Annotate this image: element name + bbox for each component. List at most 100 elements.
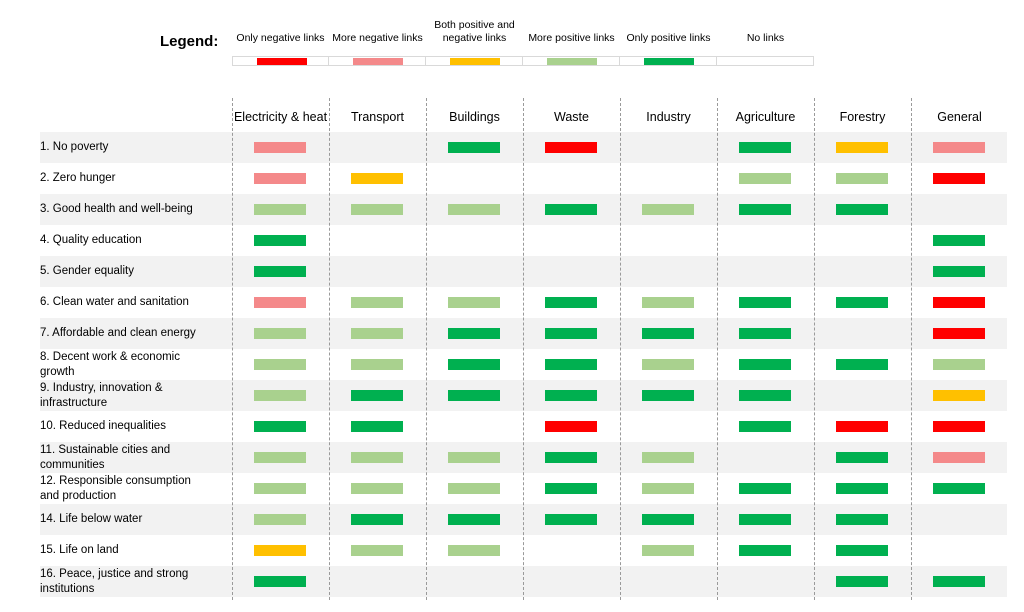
legend-swatch	[353, 58, 403, 65]
column-header: Industry	[646, 110, 691, 124]
legend-swatch-frame	[426, 56, 523, 66]
link-bar-pos	[642, 328, 694, 339]
link-bar-pos	[351, 390, 403, 401]
column-separator	[329, 98, 330, 600]
link-bar-morepos	[254, 514, 306, 525]
link-bar-pos	[642, 390, 694, 401]
link-bar-morepos	[351, 359, 403, 370]
legend-swatch-frame	[717, 56, 814, 66]
column-separator	[620, 98, 621, 600]
row-label-text: 1. No poverty	[40, 141, 109, 153]
legend-item: Only negative links	[232, 16, 329, 66]
legend-swatch-frame	[232, 56, 329, 66]
legend-swatch	[450, 58, 500, 65]
column-header: General	[937, 110, 982, 124]
link-bar-pos	[545, 390, 597, 401]
link-bar-pos	[739, 359, 791, 370]
link-bar-morepos	[351, 204, 403, 215]
link-bar-pos	[836, 483, 888, 494]
link-bar-morepos	[351, 297, 403, 308]
legend-swatch-frame	[620, 56, 717, 66]
link-bar-moreneg	[933, 452, 985, 463]
row-label: 8. Decent work & economic growth	[40, 349, 230, 380]
legend-title: Legend:	[160, 33, 219, 50]
link-bar-morepos	[351, 545, 403, 556]
link-bar-morepos	[351, 452, 403, 463]
row-label-text: 4. Quality education	[40, 234, 142, 246]
legend-item: More negative links	[329, 16, 426, 66]
column-header: Forestry	[839, 110, 886, 124]
link-bar-neg	[933, 173, 985, 184]
link-bar-morepos	[254, 452, 306, 463]
link-bar-pos	[933, 235, 985, 246]
link-bar-morepos	[448, 545, 500, 556]
row-label: 14. Life below water	[40, 504, 230, 535]
row-label: 2. Zero hunger	[40, 163, 230, 194]
link-bar-pos	[545, 514, 597, 525]
row-label-text: 9. Industry, innovation & infrastructure	[40, 381, 163, 409]
link-bar-pos	[836, 297, 888, 308]
link-bar-morepos	[351, 483, 403, 494]
link-bar-neg	[933, 328, 985, 339]
link-bar-pos	[836, 204, 888, 215]
link-bar-morepos	[254, 483, 306, 494]
row-label: 5. Gender equality	[40, 256, 230, 287]
legend-label: Both positive and negative links	[434, 19, 515, 44]
link-bar-neg	[836, 421, 888, 432]
link-bar-morepos	[448, 452, 500, 463]
legend-item: Both positive and negative links	[426, 16, 523, 66]
row-label: 12. Responsible consumption and producti…	[40, 473, 230, 504]
link-bar-pos	[739, 328, 791, 339]
link-bar-pos	[739, 421, 791, 432]
link-bar-morepos	[351, 328, 403, 339]
link-bar-morepos	[739, 173, 791, 184]
link-bar-pos	[545, 328, 597, 339]
link-bar-pos	[739, 483, 791, 494]
link-bar-both	[351, 173, 403, 184]
row-label-text: 3. Good health and well-being	[40, 203, 193, 215]
link-bar-morepos	[642, 359, 694, 370]
link-bar-morepos	[254, 390, 306, 401]
link-bar-pos	[448, 142, 500, 153]
link-bar-morepos	[254, 328, 306, 339]
row-label: 6. Clean water and sanitation	[40, 287, 230, 318]
link-bar-pos	[836, 576, 888, 587]
row-label: 7. Affordable and clean energy	[40, 318, 230, 349]
row-label: 9. Industry, innovation & infrastructure	[40, 380, 230, 411]
link-bar-pos	[836, 514, 888, 525]
legend-item: More positive links	[523, 16, 620, 66]
link-bar-pos	[545, 452, 597, 463]
link-bar-pos	[448, 359, 500, 370]
row-label-text: 11. Sustainable cities and communities	[40, 443, 171, 471]
legend-label: More negative links	[332, 32, 423, 44]
link-bar-moreneg	[254, 142, 306, 153]
link-bar-morepos	[642, 297, 694, 308]
link-bar-pos	[545, 297, 597, 308]
link-bar-morepos	[836, 173, 888, 184]
link-bar-pos	[836, 452, 888, 463]
link-bar-morepos	[642, 452, 694, 463]
link-bar-pos	[739, 297, 791, 308]
link-bar-pos	[545, 483, 597, 494]
link-bar-pos	[933, 576, 985, 587]
link-bar-pos	[448, 514, 500, 525]
link-bar-morepos	[254, 359, 306, 370]
link-bar-pos	[448, 328, 500, 339]
link-bar-pos	[933, 483, 985, 494]
legend-label: More positive links	[528, 32, 615, 44]
legend-label: Only negative links	[236, 32, 325, 44]
link-bar-pos	[545, 204, 597, 215]
link-bar-pos	[739, 204, 791, 215]
column-separator	[911, 98, 912, 600]
link-bar-morepos	[448, 297, 500, 308]
link-bar-pos	[836, 545, 888, 556]
row-label: 4. Quality education	[40, 225, 230, 256]
link-bar-morepos	[642, 545, 694, 556]
column-header: Electricity & heat	[233, 110, 328, 124]
column-separator	[523, 98, 524, 600]
link-bar-moreneg	[933, 142, 985, 153]
row-label: 1. No poverty	[40, 132, 230, 163]
link-bar-pos	[254, 576, 306, 587]
column-header: Transport	[350, 110, 405, 124]
row-label-text: 15. Life on land	[40, 544, 119, 556]
